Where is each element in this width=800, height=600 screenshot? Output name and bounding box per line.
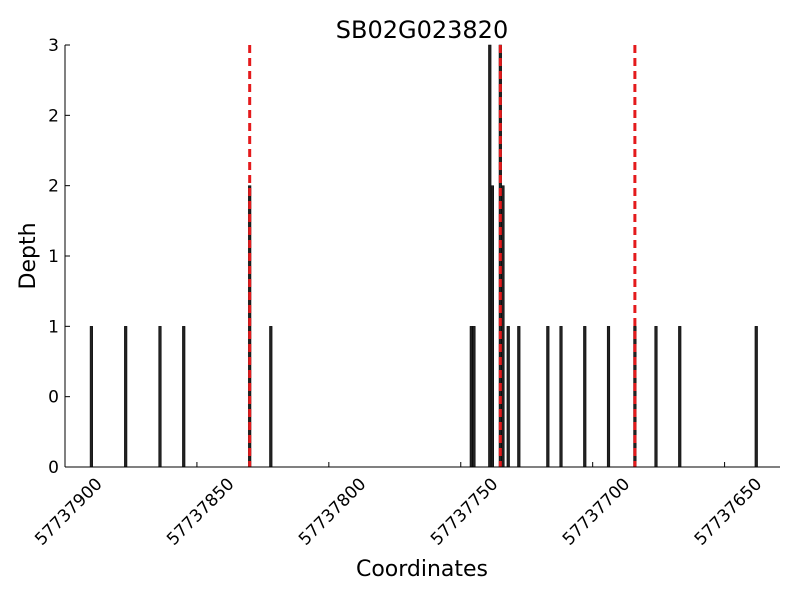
bar — [506, 326, 510, 468]
bar — [124, 326, 128, 468]
bar — [517, 326, 521, 468]
bar — [546, 326, 550, 468]
bar — [559, 326, 563, 468]
bar — [678, 326, 682, 468]
bar — [469, 326, 473, 468]
bar — [472, 326, 476, 468]
x-tick-label: 57737850 — [163, 474, 238, 549]
bar — [490, 185, 494, 468]
x-axis-label: Coordinates — [356, 557, 488, 582]
bar — [654, 326, 658, 468]
x-tick-label: 57737700 — [559, 474, 634, 549]
y-axis-label: Depth — [16, 222, 41, 289]
bar — [583, 326, 587, 468]
bar — [269, 326, 273, 468]
bar — [501, 185, 505, 468]
y-tick-label: 0 — [48, 458, 59, 478]
y-tick-label: 1 — [48, 247, 59, 267]
x-tick-label: 57737800 — [295, 474, 370, 549]
bar — [606, 326, 611, 468]
chart-title: SB02G023820 — [336, 16, 508, 44]
bar — [182, 326, 186, 468]
y-tick-label: 0 — [48, 388, 59, 408]
y-tick-label: 3 — [48, 36, 59, 56]
bar — [89, 326, 93, 468]
x-tick-label: 57737900 — [31, 474, 106, 549]
y-tick-label: 1 — [48, 317, 59, 337]
y-tick-label: 2 — [48, 177, 59, 197]
plot-area: 0 0 1 1 2 2 3 57737900 57737850 57737800 57737750 5… — [31, 36, 780, 550]
bar — [158, 326, 162, 468]
bar — [488, 44, 492, 468]
x-tick-label: 57737650 — [691, 474, 766, 549]
bar — [754, 326, 758, 468]
x-tick-label: 57737750 — [427, 474, 502, 549]
y-tick-label: 2 — [48, 106, 59, 126]
